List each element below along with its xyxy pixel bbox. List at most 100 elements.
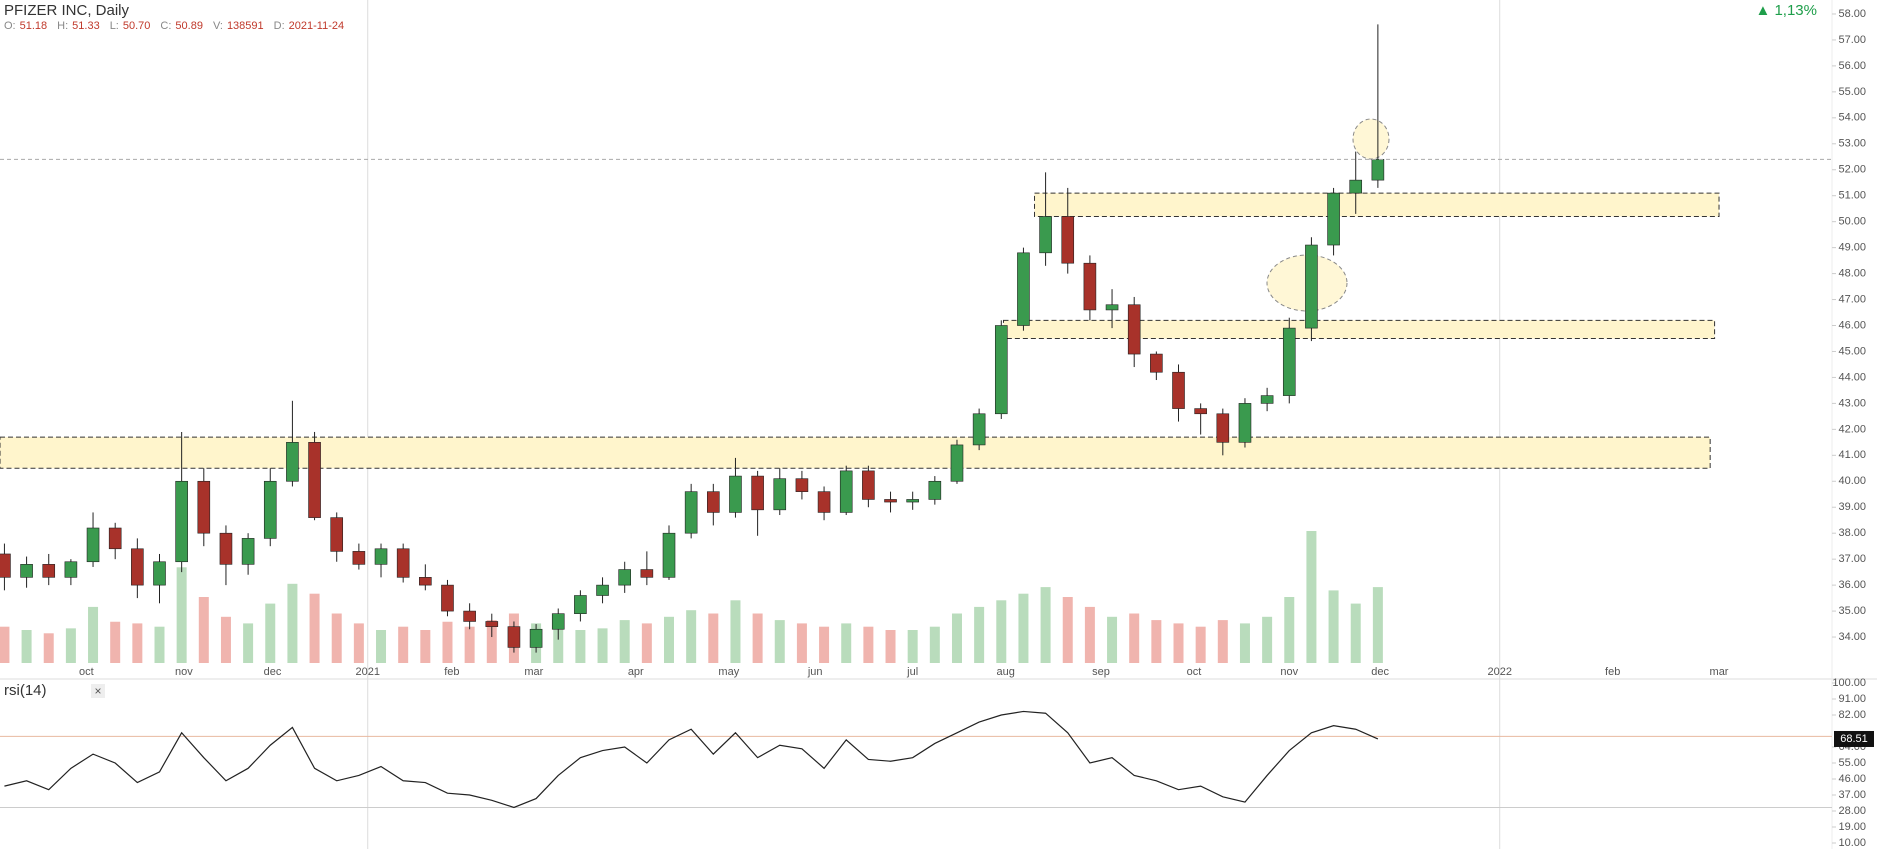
candle-body bbox=[884, 499, 897, 503]
x-tick-label: nov bbox=[1280, 666, 1298, 678]
volume-bar bbox=[1195, 626, 1206, 663]
candle-body bbox=[241, 538, 255, 565]
candle-body bbox=[928, 480, 942, 500]
x-tick-label: nov bbox=[175, 666, 193, 678]
candle-body bbox=[1238, 403, 1252, 443]
candle-body bbox=[441, 584, 454, 612]
change: ▲ 1,13% bbox=[1755, 2, 1817, 19]
candle-body bbox=[308, 442, 321, 518]
volume-bar bbox=[442, 621, 453, 663]
candle-body bbox=[1172, 371, 1185, 409]
volume-bar bbox=[21, 630, 32, 663]
y-tick-label: 34.00 bbox=[1838, 631, 1866, 643]
y-tick-label: 45.00 bbox=[1838, 345, 1866, 357]
volume-bar bbox=[1262, 616, 1273, 663]
volume-bar bbox=[575, 630, 586, 663]
volume-bar bbox=[1306, 531, 1317, 663]
legend-value: 2021-11-24 bbox=[288, 20, 345, 32]
volume-bar bbox=[176, 567, 187, 663]
candle-body bbox=[662, 532, 676, 578]
y-tick-label: 55.00 bbox=[1838, 86, 1866, 98]
close-icon[interactable]: × bbox=[94, 684, 101, 698]
volume-bar bbox=[708, 613, 719, 663]
volume-bar bbox=[885, 630, 896, 663]
y-tick-label: 35.00 bbox=[1838, 605, 1866, 617]
y-tick-label: 39.00 bbox=[1838, 501, 1866, 513]
volume-bar bbox=[1107, 616, 1118, 663]
volume-bar bbox=[0, 626, 10, 663]
candle-body bbox=[419, 577, 432, 586]
candle-body bbox=[1327, 192, 1340, 246]
volume-bar bbox=[353, 623, 364, 663]
volume-bar bbox=[796, 623, 807, 663]
rsi-label: rsi(14) bbox=[4, 682, 47, 699]
candle-body bbox=[20, 564, 33, 578]
candle-body bbox=[1061, 216, 1075, 264]
candle-body bbox=[1039, 216, 1052, 254]
zone bbox=[1003, 319, 1716, 339]
y-tick-label: 28.00 bbox=[1838, 805, 1866, 817]
candle-body bbox=[330, 517, 344, 552]
volume-bar bbox=[464, 626, 475, 663]
candle-body bbox=[485, 621, 499, 627]
x-tick-label: mar bbox=[1710, 666, 1729, 678]
volume-bar bbox=[1217, 620, 1228, 663]
volume-bar bbox=[597, 628, 608, 663]
candle-body bbox=[463, 610, 476, 622]
candle-body bbox=[950, 444, 964, 482]
volume-bar bbox=[1129, 613, 1140, 663]
candle-body bbox=[0, 553, 11, 578]
highlight-ellipse bbox=[1352, 118, 1390, 160]
candle-body bbox=[596, 584, 609, 596]
chart-title: PFIZER INC, Daily bbox=[4, 2, 130, 19]
candle-body bbox=[219, 532, 233, 565]
candle-body bbox=[862, 470, 875, 500]
zone bbox=[0, 436, 1711, 469]
volume-bar bbox=[974, 606, 985, 663]
volume-bar bbox=[265, 603, 276, 663]
candle-body bbox=[1282, 327, 1296, 396]
y-tick-label: 50.00 bbox=[1838, 216, 1866, 228]
rsi-value-label: 68.51 bbox=[1840, 733, 1868, 745]
close-button[interactable] bbox=[91, 684, 105, 698]
volume-bar bbox=[686, 610, 697, 663]
volume-bar bbox=[1084, 606, 1095, 663]
volume-bar bbox=[752, 613, 763, 663]
y-tick-label: 42.00 bbox=[1838, 423, 1866, 435]
y-tick-label: 82.00 bbox=[1838, 709, 1866, 721]
candle-body bbox=[507, 626, 521, 648]
legend-value: 50.70 bbox=[122, 20, 151, 32]
x-tick-label: dec bbox=[1371, 666, 1389, 678]
x-tick-label: dec bbox=[264, 666, 282, 678]
y-tick-label: 10.00 bbox=[1838, 837, 1866, 849]
y-tick-label: 52.00 bbox=[1838, 164, 1866, 176]
candle-body bbox=[175, 480, 188, 563]
legend-label: C: bbox=[160, 20, 172, 32]
candle-body bbox=[396, 548, 410, 578]
volume-bar bbox=[154, 626, 165, 663]
candle-body bbox=[263, 480, 277, 539]
candle-body bbox=[773, 478, 787, 511]
candle-body bbox=[729, 475, 742, 513]
y-tick-label: 57.00 bbox=[1838, 34, 1866, 46]
candle-body bbox=[1349, 179, 1363, 194]
candle-body bbox=[972, 413, 986, 446]
candle-body bbox=[1260, 395, 1274, 404]
legend-value: 50.89 bbox=[175, 20, 203, 32]
volume-bar bbox=[1151, 620, 1162, 663]
x-tick-label: 2022 bbox=[1487, 666, 1511, 678]
volume-bar bbox=[619, 620, 630, 663]
legend-label: O: bbox=[4, 20, 16, 32]
candle-body bbox=[684, 491, 698, 534]
y-tick-label: 43.00 bbox=[1838, 397, 1866, 409]
volume-bar bbox=[486, 620, 497, 663]
volume-bar bbox=[132, 623, 143, 663]
candle-body bbox=[994, 325, 1008, 415]
volume-bar bbox=[1239, 623, 1250, 663]
y-tick-label: 46.00 bbox=[1838, 319, 1866, 331]
candle-body bbox=[795, 478, 809, 492]
volume-bar bbox=[553, 626, 564, 663]
candle-body bbox=[86, 527, 100, 563]
